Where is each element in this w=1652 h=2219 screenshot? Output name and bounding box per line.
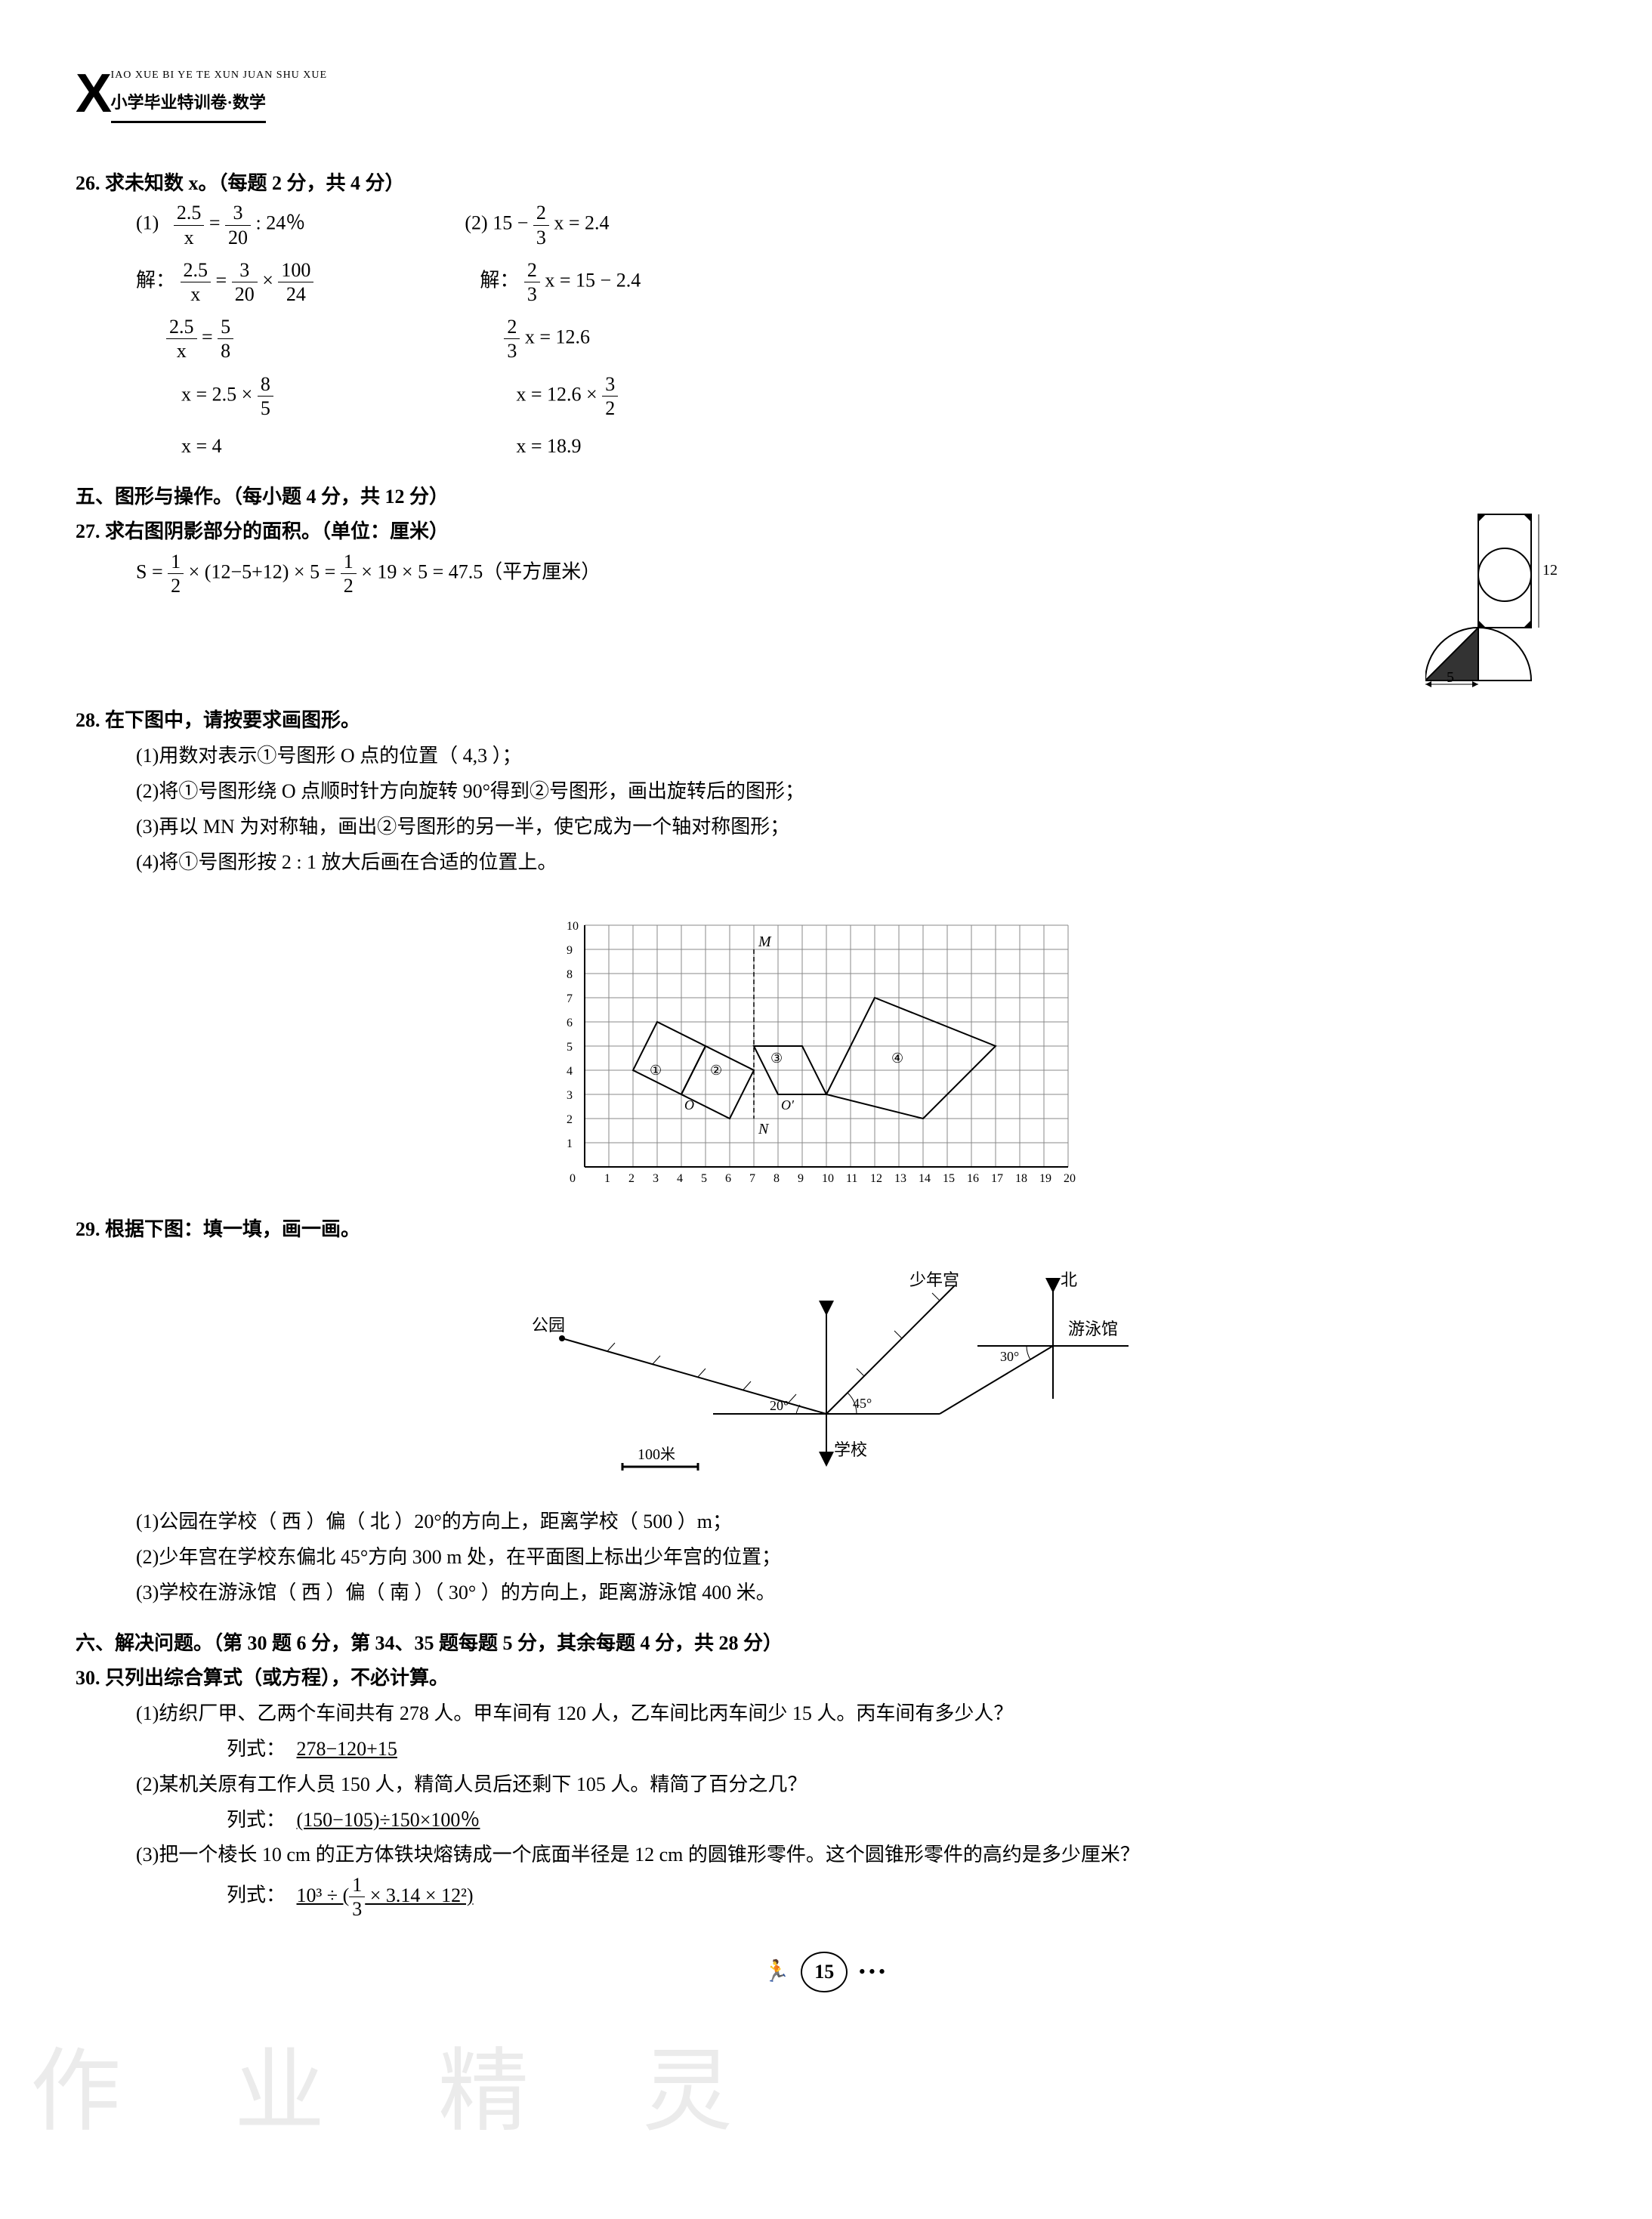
- section-5-header: 五、图形与操作。（每小题 4 分，共 12 分）: [76, 480, 1576, 515]
- angle-20: 20°: [770, 1398, 789, 1413]
- p30-label-1: 列式：: [227, 1738, 286, 1760]
- svg-text:1: 1: [604, 1172, 610, 1185]
- p30-item-3: (3)把一个棱长 10 cm 的正方体铁块熔铸成一个底面半径是 12 cm 的圆…: [76, 1838, 1576, 1921]
- p26-1-label: (1): [136, 212, 159, 234]
- svg-text:2: 2: [628, 1172, 635, 1185]
- problem-26-1: (1) 2.5x = 320 : 24％ 解： 2.5x = 320 × 100…: [136, 201, 313, 464]
- svg-text:13: 13: [894, 1172, 906, 1185]
- svg-text:20: 20: [1064, 1172, 1076, 1185]
- problem-28: 28. 在下图中，请按要求画图形。 (1)用数对表示①号图形 O 点的位置（ 4…: [76, 703, 1576, 1197]
- problem-30-title: 30. 只列出综合算式（或方程），不必计算。: [76, 1661, 1576, 1696]
- p29-item-1: (1)公园在学校（ 西 ）偏（ 北 ）20°的方向上，距离学校（ 500 ）m；: [76, 1505, 1576, 1540]
- svg-text:7: 7: [749, 1172, 755, 1185]
- p30-label-3: 列式：: [227, 1884, 286, 1906]
- pool-label: 游泳馆: [1068, 1319, 1118, 1338]
- problem-29: 29. 根据下图：填一填，画一画。 学校 公园 20° 少年宫 45°: [76, 1212, 1576, 1610]
- svg-text:3: 3: [567, 1089, 573, 1102]
- angle-45: 45°: [853, 1396, 872, 1411]
- svg-text:5: 5: [701, 1172, 707, 1185]
- p30-q3: (3)把一个棱长 10 cm 的正方体铁块熔铸成一个底面半径是 12 cm 的圆…: [136, 1838, 1576, 1873]
- p30-item-1: (1)纺织厂甲、乙两个车间共有 278 人。甲车间有 120 人，乙车间比丙车间…: [76, 1696, 1576, 1767]
- svg-text:18: 18: [1015, 1172, 1027, 1185]
- svg-text:9: 9: [798, 1172, 804, 1185]
- svg-text:14: 14: [919, 1172, 931, 1185]
- svg-text:9: 9: [567, 944, 573, 957]
- problem-26-title: 26. 求未知数 x。（每题 2 分，共 4 分）: [76, 166, 1576, 202]
- p29-item-2: (2)少年宫在学校东偏北 45°方向 300 m 处，在平面图上标出少年宫的位置…: [76, 1540, 1576, 1576]
- p30-q1: (1)纺织厂甲、乙两个车间共有 278 人。甲车间有 120 人，乙车间比丙车间…: [136, 1696, 1576, 1732]
- svg-text:3: 3: [653, 1172, 659, 1185]
- svg-text:12: 12: [870, 1172, 882, 1185]
- svg-text:N: N: [758, 1121, 770, 1137]
- p30-ans-2: (150−105)÷150×100％: [291, 1809, 486, 1831]
- dim-12: 12: [1542, 562, 1558, 579]
- svg-text:4: 4: [677, 1172, 683, 1185]
- p28-item-2: (2)将①号图形绕 O 点顺时针方向旋转 90°得到②号图形，画出旋转后的图形；: [76, 774, 1576, 810]
- svg-text:1: 1: [567, 1137, 573, 1150]
- problem-27-title: 27. 求右图阴影部分的面积。（单位：厘米）: [76, 514, 1425, 550]
- svg-text:17: 17: [991, 1172, 1003, 1185]
- header-pinyin: IAO XUE BI YE TE XUN JUAN SHU XUE: [111, 66, 328, 85]
- p28-item-3: (3)再以 MN 为对称轴，画出②号图形的另一半，使它成为一个轴对称图形；: [76, 810, 1576, 845]
- p26-2-label: (2): [465, 212, 487, 234]
- svg-text:10: 10: [822, 1172, 834, 1185]
- svg-text:③: ③: [770, 1051, 783, 1066]
- geometry-figure-27: 12 5: [1425, 507, 1561, 688]
- svg-text:O′: O′: [781, 1097, 795, 1113]
- p28-item-4: (4)将①号图形按 2 : 1 放大后画在合适的位置上。: [76, 845, 1576, 881]
- svg-text:2: 2: [567, 1113, 573, 1126]
- svg-text:7: 7: [567, 992, 573, 1005]
- svg-text:4: 4: [567, 1065, 573, 1078]
- svg-text:8: 8: [774, 1172, 780, 1185]
- svg-text:5: 5: [567, 1041, 573, 1054]
- header-text-block: IAO XUE BI YE TE XUN JUAN SHU XUE 小学毕业特训…: [111, 66, 328, 123]
- page-number: 15: [801, 1952, 848, 1993]
- page-header: X IAO XUE BI YE TE XUN JUAN SHU XUE 小学毕业…: [76, 45, 1576, 144]
- runner-icon: 🏃: [764, 1953, 790, 1991]
- school-label: 学校: [834, 1440, 867, 1459]
- svg-text:②: ②: [710, 1063, 722, 1078]
- problem-26-2: (2) 15 − 23 x = 2.4 解： 23 x = 15 − 2.4 2…: [465, 201, 641, 464]
- svg-text:①: ①: [650, 1063, 662, 1078]
- svg-text:④: ④: [891, 1051, 903, 1066]
- p30-q2: (2)某机关原有工作人员 150 人，精简人员后还剩下 105 人。精简了百分之…: [136, 1767, 1576, 1803]
- angle-30: 30°: [1000, 1349, 1019, 1364]
- dim-5: 5: [1447, 669, 1454, 686]
- svg-text:O: O: [684, 1097, 694, 1113]
- svg-text:M: M: [758, 934, 772, 950]
- svg-text:6: 6: [567, 1017, 573, 1029]
- footer-dots: •••: [859, 1961, 888, 1983]
- p30-label-2: 列式：: [227, 1809, 286, 1831]
- p28-item-1: (1)用数对表示①号图形 O 点的位置（ 4,3 ）；: [76, 739, 1576, 774]
- grid-chart-28: 1234567891011121314151617181920123456789…: [554, 895, 1098, 1197]
- palace-label: 少年宫: [909, 1270, 959, 1289]
- problem-28-title: 28. 在下图中，请按要求画图形。: [76, 703, 1576, 739]
- svg-text:19: 19: [1039, 1172, 1051, 1185]
- p29-item-3: (3)学校在游泳馆（ 西 ）偏（ 南 ）（ 30° ）的方向上，距离游泳馆 40…: [76, 1576, 1576, 1611]
- svg-text:0: 0: [570, 1172, 576, 1185]
- logo-x: X: [76, 45, 112, 144]
- header-title: 小学毕业特训卷·数学: [111, 88, 266, 123]
- problem-29-title: 29. 根据下图：填一填，画一画。: [76, 1212, 1576, 1248]
- p30-item-2: (2)某机关原有工作人员 150 人，精简人员后还剩下 105 人。精简了百分之…: [76, 1767, 1576, 1838]
- page-footer: 🏃 15 •••: [76, 1952, 1576, 1993]
- svg-text:16: 16: [967, 1172, 979, 1185]
- svg-text:11: 11: [846, 1172, 857, 1185]
- p30-ans-3: 10³ ÷ (13 × 3.14 × 12²): [291, 1884, 480, 1906]
- problem-27: 27. 求右图阴影部分的面积。（单位：厘米） S = 12 × (12−5+12…: [76, 514, 1576, 688]
- svg-text:8: 8: [567, 968, 573, 981]
- scale-label: 100米: [638, 1446, 675, 1463]
- svg-text:6: 6: [725, 1172, 731, 1185]
- direction-diagram-29: 学校 公园 20° 少年宫 45° 北 游泳馆 30° 100米: [486, 1263, 1166, 1489]
- section-6-header: 六、解决问题。（第 30 题 6 分，第 34、35 题每题 5 分，其余每题 …: [76, 1626, 1576, 1662]
- north-label: 北: [1061, 1270, 1077, 1289]
- p30-ans-1: 278−120+15: [291, 1738, 403, 1760]
- watermark: 作 业 精 灵: [30, 2011, 778, 2174]
- problem-26: 26. 求未知数 x。（每题 2 分，共 4 分） (1) 2.5x = 320…: [76, 166, 1576, 464]
- svg-text:15: 15: [943, 1172, 955, 1185]
- park-label: 公园: [532, 1316, 565, 1335]
- svg-text:10: 10: [567, 920, 579, 933]
- problem-30: 30. 只列出综合算式（或方程），不必计算。 (1)纺织厂甲、乙两个车间共有 2…: [76, 1661, 1576, 1921]
